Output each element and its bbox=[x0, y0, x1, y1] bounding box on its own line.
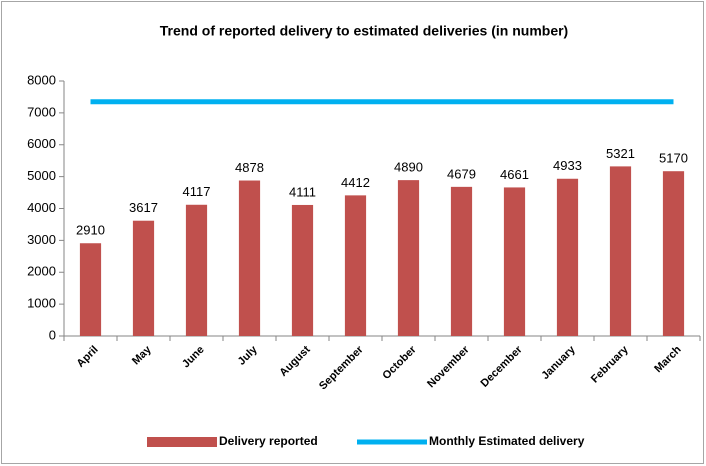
data-label: 2910 bbox=[76, 223, 105, 238]
bar bbox=[609, 166, 632, 336]
chart-title: Trend of reported delivery to estimated … bbox=[160, 23, 568, 39]
data-label: 4412 bbox=[341, 175, 370, 190]
data-label: 4679 bbox=[447, 166, 476, 181]
bar bbox=[556, 178, 579, 336]
data-label: 4933 bbox=[553, 158, 582, 173]
data-label: 4111 bbox=[289, 184, 316, 199]
legend-label: Monthly Estimated delivery bbox=[429, 434, 585, 448]
bar bbox=[397, 180, 420, 336]
data-label: 5170 bbox=[659, 151, 688, 166]
bar bbox=[132, 220, 155, 336]
bar bbox=[238, 180, 261, 336]
y-tick-label: 2000 bbox=[27, 264, 56, 279]
y-tick-label: 5000 bbox=[27, 168, 56, 183]
y-tick-label: 0 bbox=[49, 327, 56, 342]
y-tick-label: 4000 bbox=[27, 200, 56, 215]
data-label: 4661 bbox=[500, 167, 529, 182]
bar bbox=[291, 204, 314, 336]
bar bbox=[79, 243, 102, 336]
legend-swatch bbox=[147, 437, 217, 447]
bar bbox=[450, 186, 473, 336]
y-tick-label: 3000 bbox=[27, 232, 56, 247]
y-tick-label: 6000 bbox=[27, 136, 56, 151]
bar bbox=[503, 187, 526, 336]
y-tick-label: 1000 bbox=[27, 296, 56, 311]
data-label: 3617 bbox=[129, 200, 158, 215]
data-label: 4890 bbox=[394, 160, 423, 175]
bar bbox=[344, 195, 367, 336]
data-label: 4878 bbox=[235, 160, 264, 175]
data-label: 4117 bbox=[183, 184, 211, 199]
bar bbox=[185, 204, 208, 336]
y-tick-label: 8000 bbox=[27, 72, 56, 87]
legend-label: Delivery reported bbox=[219, 434, 318, 448]
y-tick-label: 7000 bbox=[27, 104, 56, 119]
bar bbox=[662, 171, 685, 336]
data-label: 5321 bbox=[606, 146, 635, 161]
